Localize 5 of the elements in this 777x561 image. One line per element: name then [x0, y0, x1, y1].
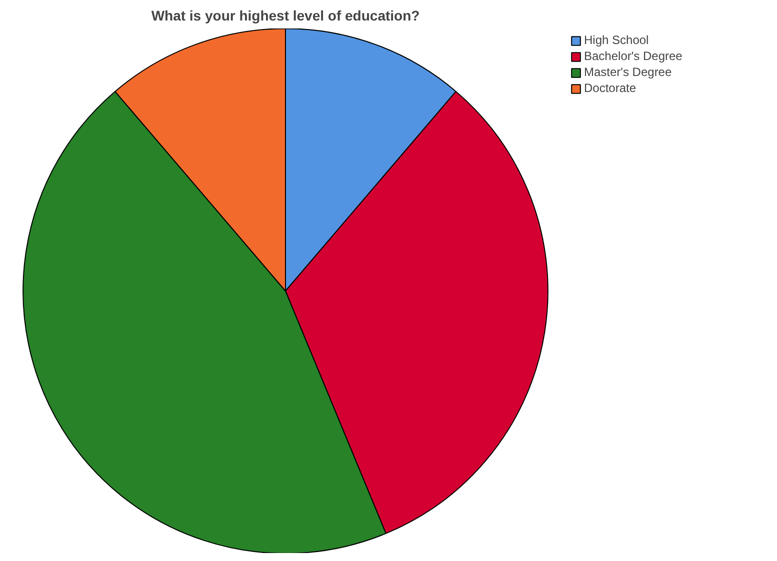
legend-label: Master's Degree	[584, 65, 672, 79]
legend-label: High School	[584, 33, 649, 47]
legend-label: Bachelor's Degree	[584, 49, 682, 63]
legend-label: Doctorate	[584, 81, 636, 95]
chart-title: What is your highest level of education?	[151, 8, 420, 24]
